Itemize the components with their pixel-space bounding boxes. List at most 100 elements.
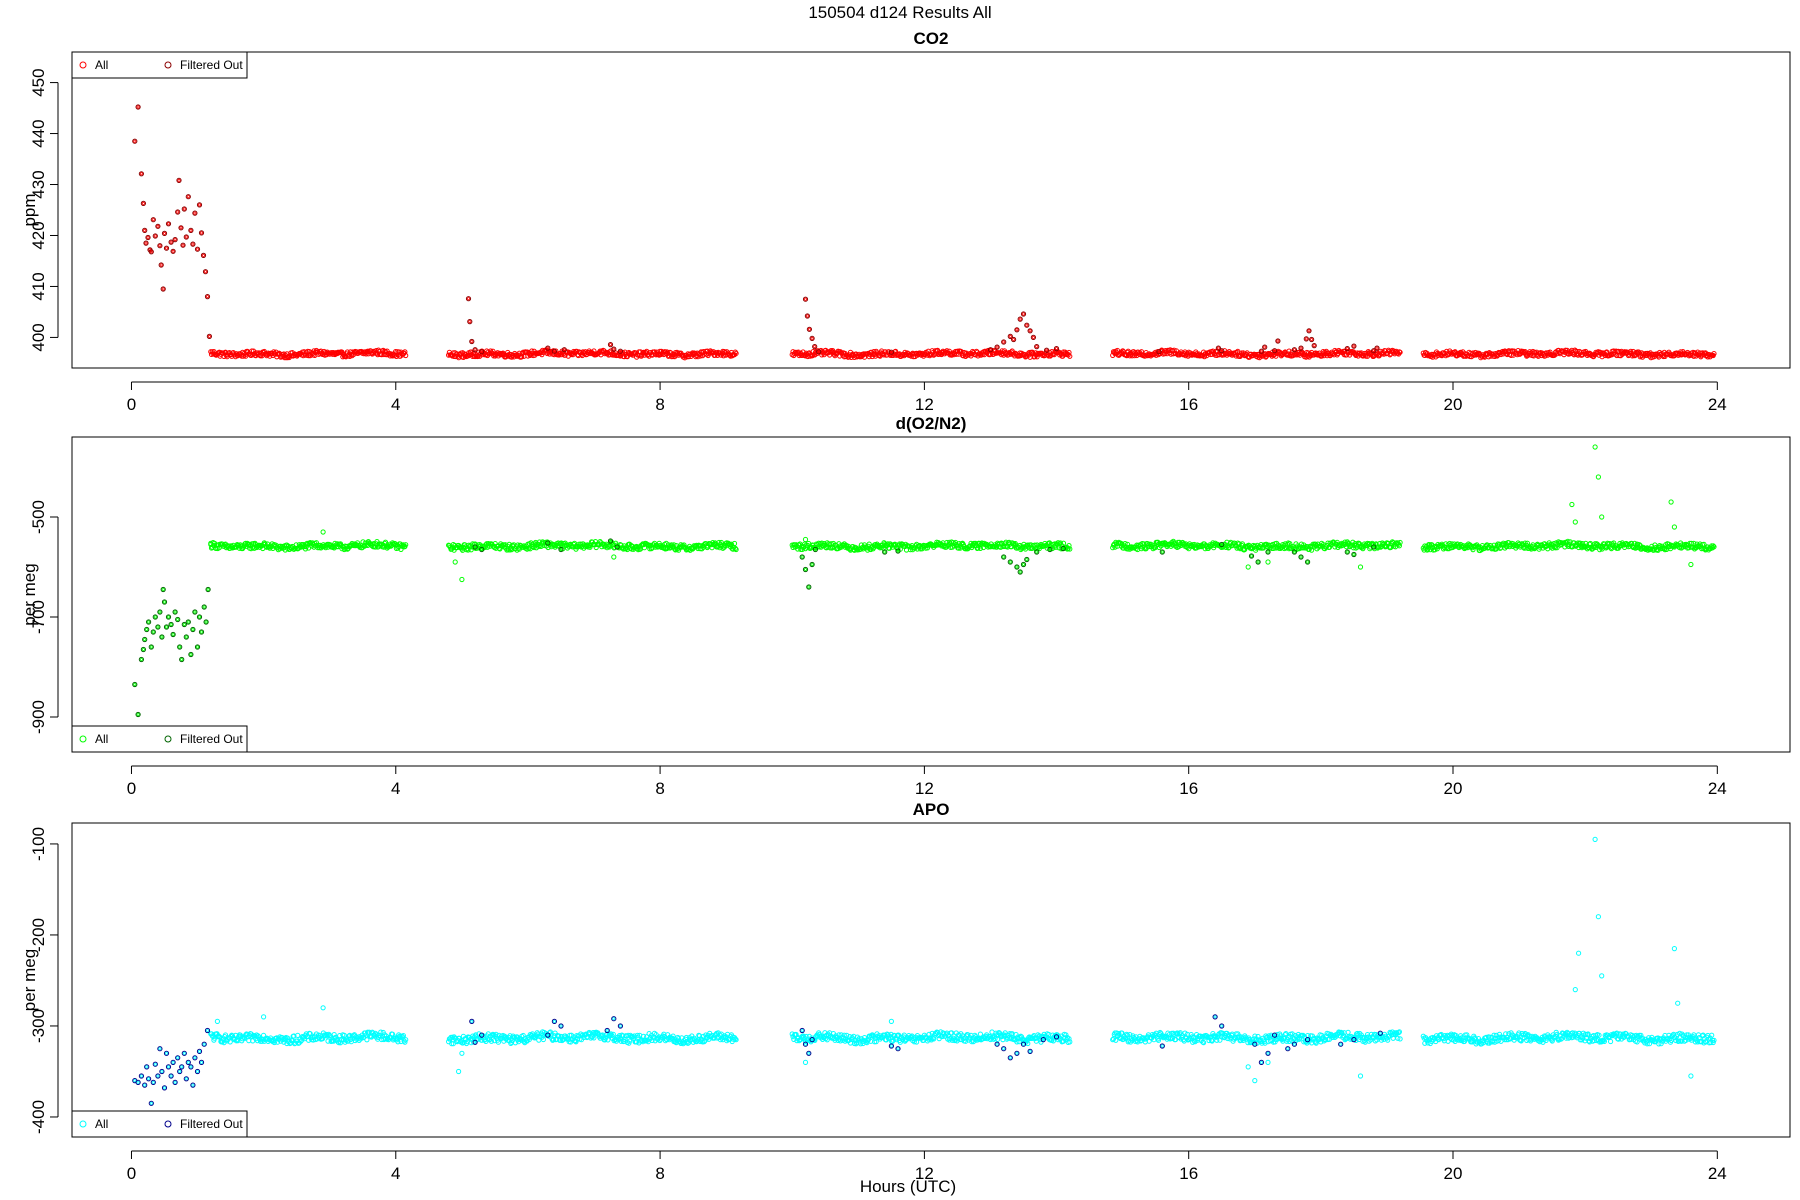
filtered-point-core [191, 242, 195, 246]
filtered-point-core [1307, 329, 1311, 333]
filtered-point [812, 546, 819, 553]
filtered-point [1007, 559, 1013, 565]
filtered-point-core [562, 348, 566, 352]
legend: All Filtered Out [71, 725, 248, 753]
y-tick-label: 450 [29, 68, 48, 96]
filtered-point [1306, 328, 1312, 334]
x-tick-label: 0 [127, 1164, 136, 1183]
filtered-point-core [1256, 560, 1260, 564]
filtered-point-core [559, 548, 563, 552]
filtered-point-core [201, 253, 205, 257]
data-point [963, 1038, 969, 1044]
filtered-point [799, 554, 805, 560]
x-tick-label: 8 [655, 1164, 664, 1183]
filtered-point [170, 631, 176, 638]
data-point [1397, 349, 1403, 355]
filtered-point-core [153, 234, 157, 238]
filtered-point-core [1375, 346, 1379, 350]
filtered-point-core [162, 600, 166, 604]
filtered-point-core [143, 228, 147, 232]
data-point [452, 559, 458, 565]
data-point [571, 540, 578, 546]
filtered-point [809, 335, 815, 341]
data-point [1242, 546, 1248, 553]
data-point [618, 1038, 624, 1044]
filtered-point-core [164, 625, 168, 629]
filtered-point-core [166, 615, 170, 619]
y-tick-label: -500 [29, 500, 48, 534]
filtered-point [1001, 339, 1007, 345]
filtered-point [1275, 338, 1281, 344]
data-point [733, 1037, 739, 1043]
filtered-point [198, 629, 205, 635]
legend-marker-all [79, 735, 87, 743]
filtered-point [1303, 336, 1309, 342]
data-point [529, 348, 535, 354]
filtered-point [202, 269, 209, 275]
filtered-point [138, 171, 144, 177]
filtered-point [472, 347, 478, 353]
data-point [395, 1039, 401, 1045]
data-point [911, 1039, 917, 1045]
filtered-point [617, 348, 624, 354]
filtered-point-core [153, 615, 157, 619]
filtered-point-core [1018, 317, 1022, 321]
filtered-point [192, 210, 198, 216]
filtered-point [1020, 561, 1027, 568]
filtered-point [1371, 348, 1377, 354]
filtered-point [140, 646, 146, 653]
data-point [488, 1038, 494, 1044]
legend: All Filtered Out [71, 51, 248, 79]
data-point [1671, 524, 1678, 530]
filtered-point [607, 342, 614, 348]
data-point [1688, 561, 1694, 568]
filtered-point-core [480, 548, 484, 552]
panel-title: CO2 [914, 29, 949, 48]
filtered-point [472, 544, 478, 550]
y-tick-label: 430 [29, 170, 48, 198]
filtered-point [155, 223, 161, 229]
filtered-point-core [147, 620, 151, 624]
filtered-point-core [143, 638, 147, 642]
y-tick-label: 420 [29, 221, 48, 249]
filtered-point-core [1157, 350, 1161, 354]
filtered-point [152, 233, 158, 239]
y-axis-label: ppm [20, 193, 39, 226]
filtered-point [132, 681, 138, 688]
filtered-point-core [473, 348, 477, 352]
filtered-point [152, 614, 158, 620]
data-point [799, 352, 805, 358]
data-point [624, 546, 630, 553]
filtered-point-core [141, 648, 145, 652]
filtered-point [1371, 544, 1377, 550]
filtered-point-core [161, 287, 165, 291]
filtered-point [1351, 343, 1357, 349]
filtered-point-core [889, 350, 893, 354]
data-point [732, 1036, 738, 1042]
filtered-point [1272, 348, 1278, 354]
filtered-point [551, 348, 558, 354]
filtered-point [185, 194, 191, 200]
filtered-point-core [161, 588, 165, 592]
data-point [1517, 541, 1523, 547]
data-point [914, 1039, 920, 1045]
filtered-point-core [1259, 349, 1263, 353]
data-point [926, 1031, 932, 1037]
filtered-point-core [141, 201, 145, 205]
filtered-point-core [1015, 328, 1019, 332]
filtered-point [175, 209, 181, 215]
filtered-point-core [149, 250, 153, 254]
x-tick-label: 0 [127, 395, 136, 414]
data-point [610, 1031, 616, 1037]
filtered-point [165, 221, 172, 227]
filtered-point-core [804, 568, 808, 572]
filtered-point [1007, 333, 1013, 339]
filtered-point [135, 104, 141, 110]
x-axis-label: Hours (UTC) [860, 1177, 956, 1196]
panel-title: d(O2/N2) [896, 414, 967, 433]
filtered-point-core [184, 235, 188, 239]
data-point [1155, 1037, 1162, 1043]
filtered-point [1011, 336, 1017, 343]
filtered-point-core [1306, 560, 1310, 564]
